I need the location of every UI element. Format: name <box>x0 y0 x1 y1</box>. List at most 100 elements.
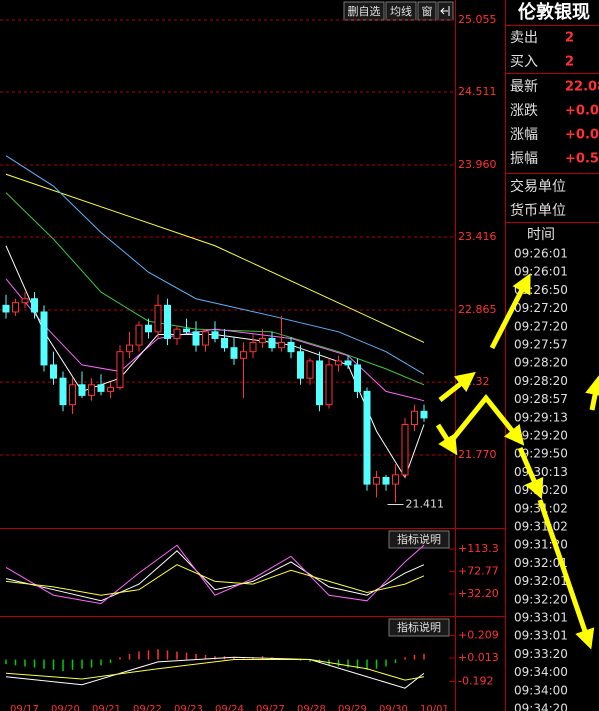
candle-body <box>268 337 276 349</box>
quote-label: 货币单位 <box>510 202 566 219</box>
time-entry: 09:27:20 <box>514 319 568 333</box>
time-entry: 09:29:50 <box>514 447 568 461</box>
candle-body <box>354 364 361 392</box>
time-entry: 09:28:57 <box>514 392 568 406</box>
candle-body <box>259 337 266 343</box>
time-entry: 09:29:20 <box>514 429 568 443</box>
x-tick-label: 09/20 <box>51 704 80 711</box>
candle-body <box>164 304 171 339</box>
candle-body <box>107 386 114 392</box>
annotation-arrows <box>435 273 599 650</box>
time-entry: 09:34:00 <box>514 683 568 697</box>
candle-body <box>126 344 133 353</box>
y-tick-label: +0.013 <box>458 651 499 664</box>
indicator-line <box>5 173 425 343</box>
candle-body <box>50 364 57 379</box>
candle-body <box>230 347 238 359</box>
indicator-button[interactable] <box>388 530 450 549</box>
indicator-line <box>5 564 425 596</box>
candle-body <box>135 324 143 346</box>
candle-body <box>145 324 152 333</box>
y-tick-label: 21.770 <box>458 448 497 461</box>
candle-body <box>411 410 418 426</box>
time-entry: 09:29:13 <box>514 410 568 424</box>
candle-body <box>116 351 124 388</box>
indicator-line <box>5 659 425 681</box>
candle-body <box>59 377 67 406</box>
candle-body <box>325 364 333 406</box>
exit-icon <box>440 6 450 16</box>
candle-body <box>392 474 399 485</box>
toolbar-label: 均线 <box>390 4 412 18</box>
time-entry: 09:33:01 <box>514 629 568 643</box>
candle-body <box>31 298 38 313</box>
quote-value: 2 <box>565 55 574 70</box>
time-entry: 09:34:20 <box>514 702 568 711</box>
quote-value: +0.03 <box>565 128 599 143</box>
candle-body <box>278 341 285 349</box>
x-tick-label: 09/29 <box>338 704 367 711</box>
quote-label: 振幅 <box>510 151 538 167</box>
candle-body <box>306 360 314 379</box>
quote-label: 最新 <box>510 79 538 95</box>
y-tick-label: -0.192 <box>458 675 493 688</box>
time-entry: 09:28:20 <box>514 374 568 388</box>
candle-body <box>192 331 200 346</box>
candle-body <box>240 351 247 359</box>
indicator-button-label: 指标说明 <box>397 620 441 634</box>
y-tick-label: +113.3 <box>458 542 499 555</box>
quote-label: 涨幅 <box>510 127 538 143</box>
x-tick-label: 09/22 <box>133 704 162 711</box>
candle-body <box>382 476 390 485</box>
quote-label: 涨跌 <box>510 103 538 119</box>
quote-panel: 卖出 2 买入 2 最新 22.08 涨跌 +0.0 涨幅 +0.03 振幅 +0.55 交易单位货币单… <box>510 30 599 219</box>
candle-body <box>78 384 86 396</box>
time-entry: 09:27:57 <box>514 338 568 352</box>
x-tick-label: 09/27 <box>256 704 285 711</box>
y-tick-label: 22.865 <box>458 303 497 316</box>
indicator-line <box>5 656 425 689</box>
candle-body <box>297 351 304 379</box>
y-tick-label: +32.20 <box>458 587 499 600</box>
indicator-button[interactable] <box>388 618 450 637</box>
x-tick-label: 09/23 <box>174 704 203 711</box>
indicator-line <box>5 155 425 375</box>
quote-value: 2 <box>565 31 574 46</box>
time-entry: 09:32:01 <box>514 556 568 570</box>
x-tick-label: 09/17 <box>10 704 39 711</box>
candle-body <box>88 384 95 396</box>
candle-body <box>344 360 352 366</box>
candle-body <box>173 328 181 339</box>
x-tick-label: 09/24 <box>215 704 244 711</box>
low-label: 21.411 <box>406 498 445 511</box>
y-tick-label: 25.055 <box>458 13 497 26</box>
x-tick-label: 09/28 <box>297 704 326 711</box>
candle-body <box>154 304 162 333</box>
candle-body <box>40 311 48 366</box>
plots: 25.05524.51123.96023.41622.86522.3221.77… <box>0 13 499 711</box>
candle-body <box>97 384 105 392</box>
toolbar-button[interactable] <box>343 1 385 21</box>
quote-label: 买入 <box>510 54 538 70</box>
toolbar-button[interactable] <box>385 1 417 21</box>
quote-label: 卖出 <box>510 30 538 46</box>
time-entry: 09:32:20 <box>514 592 568 606</box>
time-entry: 09:33:01 <box>514 611 568 625</box>
candle-body <box>401 424 409 476</box>
time-entry: 09:33:20 <box>514 647 568 661</box>
quote-value: +0.55 <box>565 152 599 167</box>
time-entry: 09:26:01 <box>514 265 568 279</box>
time-entry: 09:30:13 <box>514 465 568 479</box>
time-entry: 09:26:01 <box>514 247 568 261</box>
candle-body <box>202 331 209 346</box>
candle-body <box>183 328 190 333</box>
y-tick-label: +72.77 <box>458 564 499 577</box>
candle-body <box>420 410 428 419</box>
toolbar-label: 窗 <box>422 4 433 18</box>
y-tick-label: +0.209 <box>458 629 499 642</box>
indicator-button-label: 指标说明 <box>397 532 441 546</box>
time-entry: 09:32:01 <box>514 574 568 588</box>
candle-body <box>2 304 10 313</box>
